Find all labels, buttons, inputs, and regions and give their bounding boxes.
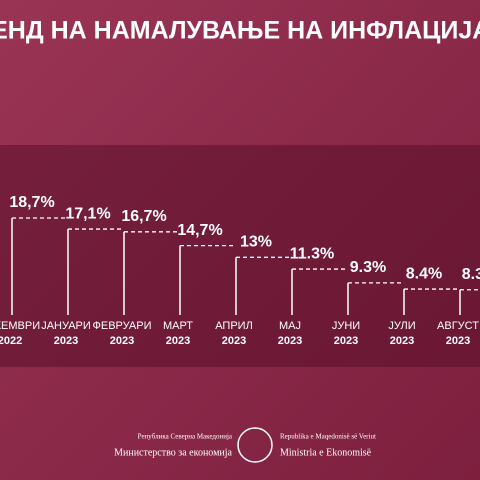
x-tick-label: ФЕВРУАРИ	[93, 320, 152, 332]
x-tick-label: 2023	[334, 335, 358, 347]
value-label: 17,1%	[65, 205, 110, 222]
footer-text: Republika e Maqedonisë së Veriut	[280, 433, 376, 441]
x-tick-label: 2023	[278, 335, 302, 347]
x-tick-label: 2023	[166, 335, 190, 347]
value-label: 13%	[240, 234, 272, 251]
x-tick-label: ЈУЛИ	[388, 320, 415, 332]
x-tick-label: 2022	[0, 335, 22, 347]
value-label: 8.4%	[406, 265, 442, 282]
x-tick-label: 2023	[110, 335, 134, 347]
x-tick-label: 2023	[446, 335, 470, 347]
x-tick-label: ДЕКЕМВРИ	[0, 320, 40, 332]
x-tick-label: 2023	[390, 335, 414, 347]
x-tick-label: АПРИЛ	[215, 320, 253, 332]
value-label: 14,7%	[177, 222, 222, 239]
footer-text: Министерство за економија	[114, 447, 232, 458]
value-label: 8.3%	[462, 266, 480, 283]
value-label: 9.3%	[350, 259, 386, 276]
chart-title: ТРЕНД НА НАМАЛУВАЊЕ НА ИНФЛАЦИЈАТА	[0, 17, 480, 45]
emblem	[237, 427, 273, 463]
band	[0, 145, 480, 367]
footer-text: Република Северна Македонија	[138, 433, 233, 441]
x-tick-label: МАРТ	[163, 320, 193, 332]
x-tick-label: ЈУНИ	[332, 320, 360, 332]
x-tick-label: 2023	[222, 335, 246, 347]
x-tick-label: МАЈ	[279, 320, 301, 332]
value-label: 18,7%	[9, 194, 54, 211]
footer-text: Ministria e Ekonomisë	[280, 447, 372, 458]
x-tick-label: АВГУСТ	[437, 320, 479, 332]
footer: Република Северна Македонија Министерств…	[114, 427, 376, 463]
x-tick-label: 2023	[54, 335, 78, 347]
value-label: 11.3%	[290, 245, 334, 262]
x-tick-label: ЈАНУАРИ	[41, 320, 91, 332]
value-label: 16,7%	[121, 208, 166, 225]
